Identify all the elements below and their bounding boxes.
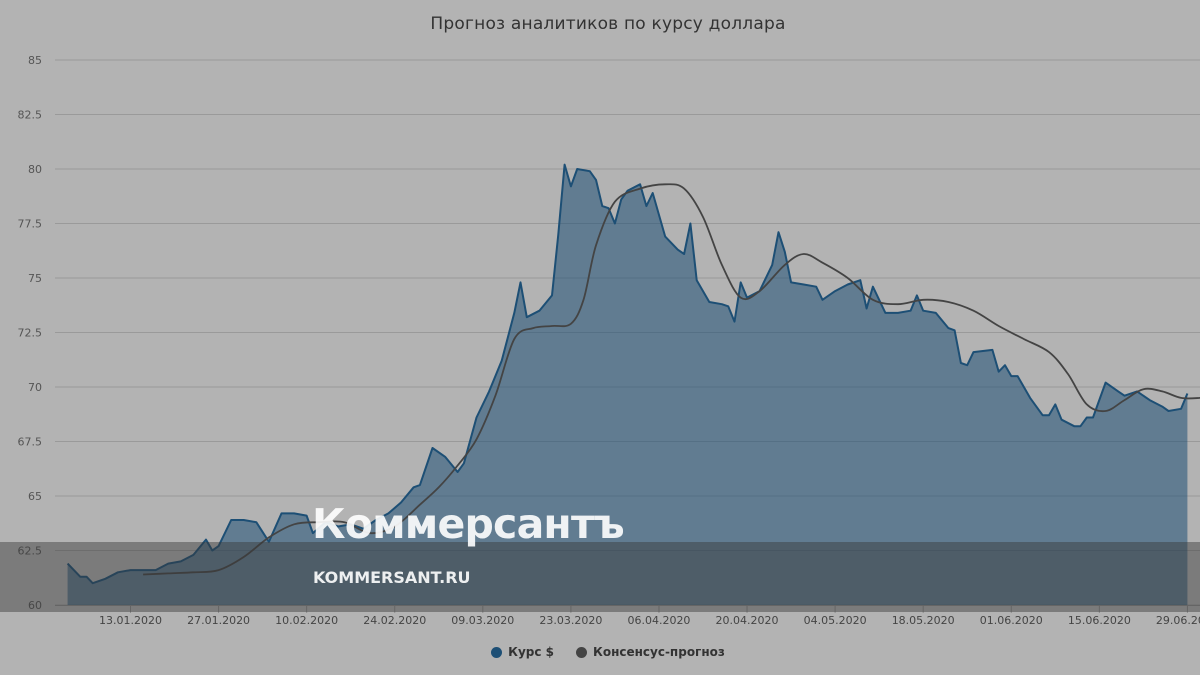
y-tick-label: 67.5	[18, 436, 43, 449]
watermark-logo: Коммерсантъ	[312, 500, 625, 548]
x-tick-label: 09.03.2020	[451, 614, 514, 627]
legend-dot-icon	[491, 646, 503, 658]
x-tick-label: 01.06.2020	[980, 614, 1043, 627]
legend-item-rate[interactable]: Курс $	[491, 645, 554, 659]
x-tick-label: 18.05.2020	[892, 614, 955, 627]
y-tick-label: 75	[28, 272, 42, 285]
chart-legend: Курс $ Консенсус-прогноз	[0, 645, 1200, 659]
x-tick-label: 04.05.2020	[804, 614, 867, 627]
y-tick-label: 82.5	[18, 109, 43, 122]
x-tick-label: 23.03.2020	[539, 614, 602, 627]
x-tick-label: 13.01.2020	[99, 614, 162, 627]
x-tick-label: 10.02.2020	[275, 614, 338, 627]
x-tick-label: 27.01.2020	[187, 614, 250, 627]
y-tick-label: 85	[28, 54, 42, 67]
series-line-consensus	[143, 183, 1200, 576]
series-area-rate	[67, 164, 1188, 605]
y-tick-label: 62.5	[18, 545, 43, 558]
watermark-band	[0, 542, 1200, 612]
y-tick-label: 65	[28, 490, 42, 503]
y-tick-label: 77.5	[18, 218, 43, 231]
x-tick-label: 29.06.2020	[1156, 614, 1200, 627]
x-tick-label: 24.02.2020	[363, 614, 426, 627]
series-line-rate	[66, 163, 1189, 585]
x-tick-label: 20.04.2020	[716, 614, 779, 627]
legend-dot-icon	[576, 646, 588, 658]
y-tick-label: 72.5	[18, 327, 43, 340]
legend-label: Курс $	[508, 645, 555, 659]
legend-label: Консенсус-прогноз	[593, 645, 725, 659]
y-tick-label: 80	[28, 163, 42, 176]
x-tick-label: 15.06.2020	[1068, 614, 1131, 627]
chart-title: Прогноз аналитиков по курсу доллара	[430, 14, 786, 34]
y-tick-label: 70	[28, 381, 42, 394]
legend-item-consensus[interactable]: Консенсус-прогноз	[576, 645, 725, 659]
y-tick-label: 60	[28, 599, 42, 612]
watermark-url: KOMMERSANT.RU	[313, 568, 471, 587]
x-tick-label: 06.04.2020	[627, 614, 690, 627]
